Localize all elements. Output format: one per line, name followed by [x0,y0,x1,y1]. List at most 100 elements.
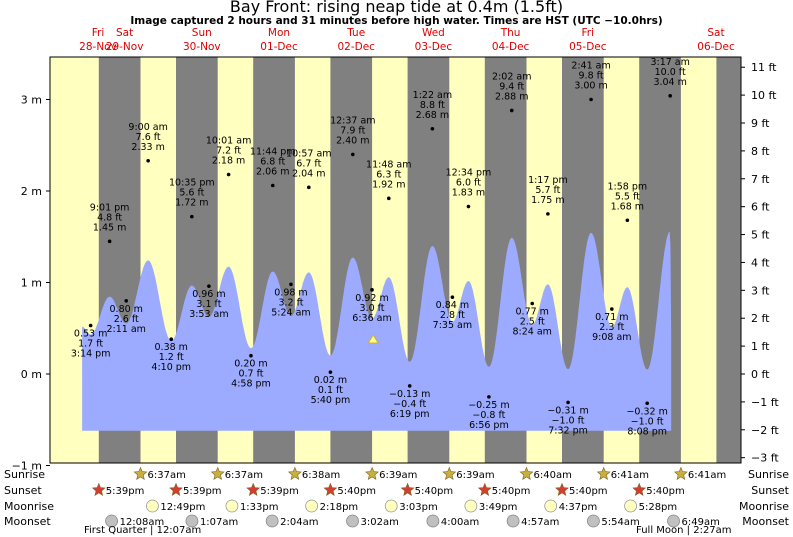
tide-feet-label: 0.1 ft [318,385,343,396]
sunset-icon [91,482,106,496]
tide-point [307,185,311,190]
day-date-label: 28-Nov [79,41,117,53]
tide-time-label: 5:24 am [271,307,310,318]
tide-metres-label: 0.77 m [516,307,549,318]
tide-point [351,152,355,157]
day-name-label: Sat [707,27,724,39]
full-moon-label: Full Moon | 2:27am [636,525,732,536]
moonrise-icon [305,499,319,513]
tide-time-label: 3:53 am [189,309,228,320]
tide-point [249,353,253,358]
moonset-icon [185,514,199,528]
day-name-label: Fri [92,27,105,39]
tide-metres-label: 0.20 m [234,359,267,370]
sunset-time: 5:40pm [415,486,454,497]
right-axis-label: 6 ft [751,201,770,214]
moonrise-time: 3:03pm [399,502,438,513]
tide-point [509,108,514,113]
tide-feet-label: 5.7 ft [535,185,560,196]
tide-feet-label: 4.8 ft [97,212,122,223]
moonset-icon [346,514,359,528]
moonset-time: 12:08am [120,517,165,528]
tide-water-area [82,231,672,431]
tide-metres-label: −0.31 m [547,405,588,416]
tide-point [466,204,471,209]
sunrise-time: 6:41am [611,470,649,481]
tide-metres-label: −0.32 m [626,406,667,417]
tide-time-label: 12:37 am [330,115,375,126]
sunset-icon [323,482,338,496]
left-axis-label: 0 m [21,368,42,381]
tide-feet-label: −1.0 ft [552,415,585,426]
moonrise-row-label: Moonrise [4,500,54,513]
sunrise-icon [596,466,611,480]
sunset-time: 5:40pm [492,486,531,497]
sunrise-row-label-right: Sunrise [748,468,789,481]
tide-time-label: 2:02 am [492,71,531,82]
tide-point [124,299,129,303]
tide-time-label: 7:35 am [433,320,472,331]
sunset-icon [555,482,569,496]
first-quarter-label: First Quarter | 12:07am [84,525,201,536]
moonset-icon [506,514,520,528]
right-axis-label: 3 ft [751,284,770,297]
sunset-time: 5:39pm [106,486,145,497]
sunrise-time: 6:39am [456,470,494,481]
moonrise-icon [146,499,159,513]
sunset-row-label: Sunset [4,484,42,497]
tide-feet-label: 8.8 ft [420,100,445,111]
tide-feet-label: 3.0 ft [360,303,385,314]
moonrise-icon [464,499,478,513]
tide-metres-label: 1.45 m [93,222,126,233]
tide-point [645,401,649,406]
tide-feet-label: 5.6 ft [179,188,204,199]
day-date-label: 02-Dec [337,41,375,53]
sunset-time: 5:39pm [183,486,222,497]
right-axis-label: 2 ft [751,312,770,325]
day-name-label: Fri [582,27,595,39]
tide-metres-label: 2.68 m [416,110,449,121]
moonset-time: 6:49am [682,517,720,528]
sunset-time: 5:39pm [260,486,299,497]
tide-point [625,218,630,223]
sunset-time: 5:40pm [337,486,376,497]
right-axis-label: 4 ft [751,256,770,269]
day-name-label: Tue [346,27,365,39]
tide-feet-label: 0.7 ft [238,369,263,380]
sunrise-row-label: Sunrise [4,468,45,481]
tide-feet-label: 2.5 ft [520,317,545,328]
left-axis-label: 1 m [21,277,42,290]
tide-point [610,307,614,311]
day-name-label: Sun [192,27,212,39]
current-tide-marker [367,334,380,344]
tide-metres-label: 2.33 m [131,142,164,153]
tide-feet-label: 2.3 ft [599,322,624,333]
moonset-time: 5:54am [601,517,639,528]
tide-time-label: 7:32 pm [548,425,588,436]
tide-metres-label: 1.75 m [531,195,564,206]
chart-subtitle: Image captured 2 hours and 31 minutes be… [130,15,663,27]
sunrise-icon [673,466,688,480]
tide-metres-label: 1.92 m [372,179,405,190]
tide-point [88,323,93,328]
right-axis-label: −1 ft [751,396,779,409]
moonrise-time: 5:28pm [639,502,678,513]
tide-point [190,214,194,219]
tide-metres-label: 1.83 m [452,188,485,199]
tide-time-label: 6:56 pm [469,420,509,431]
sunrise-icon [287,466,302,480]
right-axis-label: 9 ft [751,117,770,130]
tide-point [370,288,374,292]
tide-point [566,400,570,405]
tide-feet-label: 7.6 ft [136,132,161,143]
day-date-label: 06-Dec [697,41,735,53]
right-axis-label: 8 ft [751,145,770,158]
tide-time-label: 4:10 pm [151,362,191,373]
sunrise-time: 6:37am [225,470,263,481]
moonset-icon [105,514,118,528]
tide-point [450,295,455,299]
tide-feet-label: 7.9 ft [340,125,365,136]
right-axis-label: 7 ft [751,173,770,186]
tide-time-label: 6:36 am [352,313,391,324]
moonrise-time: 3:49pm [479,502,518,513]
